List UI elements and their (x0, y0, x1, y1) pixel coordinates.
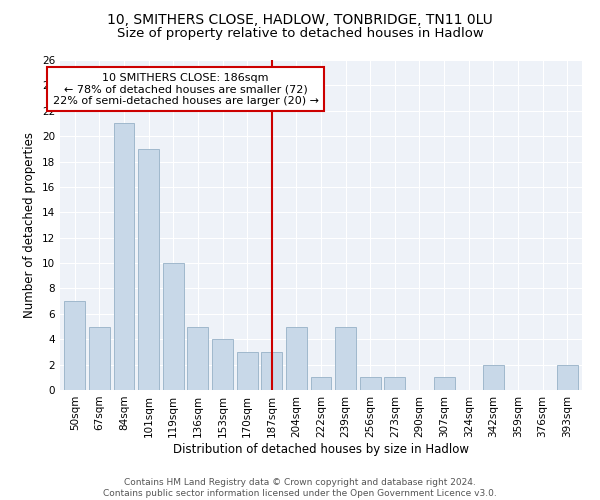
Bar (557, 364, 578, 390)
Bar (483, 364, 504, 390)
Text: 10, SMITHERS CLOSE, HADLOW, TONBRIDGE, TN11 0LU: 10, SMITHERS CLOSE, HADLOW, TONBRIDGE, T… (107, 12, 493, 26)
Bar (385, 378, 406, 390)
Text: 10 SMITHERS CLOSE: 186sqm
← 78% of detached houses are smaller (72)
22% of semi-: 10 SMITHERS CLOSE: 186sqm ← 78% of detac… (53, 72, 319, 106)
Bar (261, 352, 282, 390)
Bar (187, 326, 208, 390)
Bar (286, 326, 307, 390)
Bar (64, 301, 85, 390)
Bar (138, 149, 159, 390)
Y-axis label: Number of detached properties: Number of detached properties (23, 132, 37, 318)
Bar (335, 326, 356, 390)
Bar (236, 352, 257, 390)
Bar (434, 378, 455, 390)
Text: Size of property relative to detached houses in Hadlow: Size of property relative to detached ho… (116, 28, 484, 40)
Bar (113, 124, 134, 390)
Bar (311, 378, 331, 390)
X-axis label: Distribution of detached houses by size in Hadlow: Distribution of detached houses by size … (173, 442, 469, 456)
Bar (89, 326, 110, 390)
Bar (163, 263, 184, 390)
Bar (360, 378, 381, 390)
Text: Contains HM Land Registry data © Crown copyright and database right 2024.
Contai: Contains HM Land Registry data © Crown c… (103, 478, 497, 498)
Bar (212, 339, 233, 390)
